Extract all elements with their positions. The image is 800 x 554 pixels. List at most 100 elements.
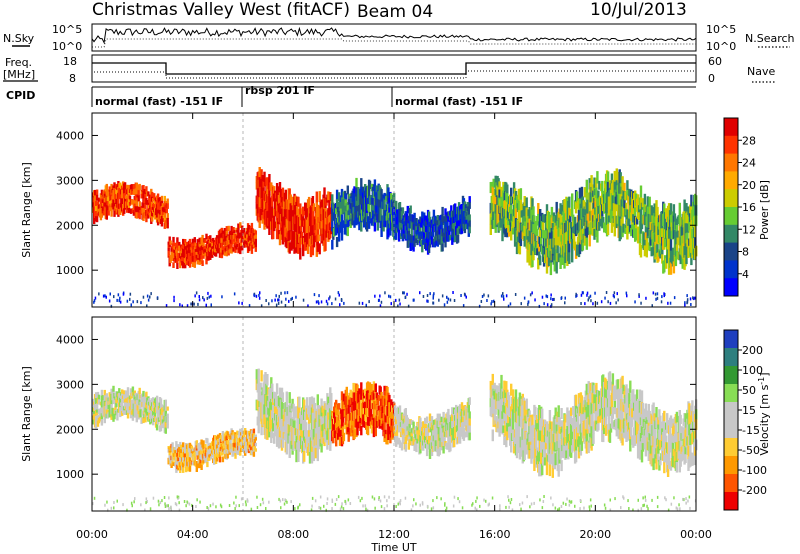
echo-cell [139, 405, 142, 410]
colorbar-segment [724, 224, 738, 243]
echo-cell [314, 447, 317, 459]
echo-cell [239, 222, 242, 228]
echo-cell [163, 212, 166, 219]
echo-cell [388, 402, 391, 411]
cpid-segment-3: normal (fast) -151 IF [395, 95, 523, 108]
echo-cell [598, 180, 601, 190]
echo-cell [374, 383, 377, 393]
ground-scatter-cell [110, 304, 113, 308]
ground-scatter-cell [285, 297, 287, 301]
echo-cell [303, 450, 306, 462]
echo-cell [255, 369, 258, 380]
echo-cell [95, 189, 99, 196]
echo-cell [155, 208, 159, 214]
echo-cell [442, 220, 445, 225]
echo-cell [402, 233, 406, 239]
echo-cell [97, 197, 101, 202]
echo-cell [258, 389, 261, 396]
echo-cell [295, 450, 298, 463]
echo-cell [301, 232, 304, 239]
echo-cell [207, 256, 210, 261]
echo-cell [258, 177, 261, 188]
echo-cell [133, 199, 136, 205]
echo-cell [291, 239, 294, 249]
echo-cell [105, 405, 108, 411]
ground-scatter-cell [582, 291, 584, 295]
echo-cell [377, 395, 380, 401]
echo-cell [142, 406, 145, 413]
echo-cell [245, 234, 249, 239]
echo-cell [356, 426, 359, 436]
ground-scatter-cell [589, 294, 592, 298]
echo-cell [164, 399, 167, 406]
echo-cell [667, 203, 671, 216]
echo-cell [138, 183, 141, 191]
echo-cell [108, 186, 111, 192]
echo-cell [438, 447, 441, 455]
echo-cell [425, 225, 428, 233]
echo-cell [500, 186, 503, 198]
echo-cell [218, 457, 222, 463]
echo-cell [462, 211, 466, 218]
echo-cell [191, 261, 195, 267]
echo-cell [107, 191, 110, 197]
echo-cell [126, 412, 130, 419]
echo-cell [239, 450, 242, 456]
echo-cell [330, 393, 333, 402]
echo-cell [435, 429, 438, 436]
echo-cell [657, 226, 660, 236]
echo-cell [145, 407, 148, 414]
echo-cell [648, 196, 651, 209]
echo-cell [273, 215, 276, 224]
echo-cell [185, 241, 189, 247]
echo-cell [672, 204, 676, 217]
echo-cell [399, 207, 403, 214]
echo-cell [130, 199, 134, 205]
echo-cell [347, 432, 350, 442]
echo-cell [173, 249, 176, 253]
echo-cell [258, 217, 261, 228]
echo-cell [382, 223, 385, 232]
echo-cell [673, 230, 677, 239]
echo-cell [325, 403, 328, 410]
echo-cell [409, 440, 412, 446]
echo-cell [614, 203, 617, 212]
ground-scatter-cell [186, 304, 189, 308]
echo-cell [195, 251, 198, 256]
echo-cell [506, 228, 509, 238]
echo-cell [231, 239, 234, 244]
echo-cell [518, 243, 522, 255]
echo-cell [108, 412, 111, 418]
noise-right-tick-bottom: 10^0 [706, 40, 736, 53]
echo-cell [634, 207, 637, 217]
echo-cell [459, 214, 463, 220]
echo-cell [293, 233, 296, 244]
echo-cell [421, 211, 424, 219]
echo-cell [282, 216, 286, 225]
echo-cell [659, 250, 662, 259]
echo-cell [346, 210, 349, 220]
echo-cell [643, 235, 647, 246]
echo-cell [602, 217, 605, 225]
echo-cell [273, 186, 276, 195]
echo-cell [360, 382, 363, 392]
echo-cell [331, 221, 334, 232]
echo-cell [362, 420, 365, 428]
echo-cell [370, 384, 374, 393]
ground-scatter-cell [580, 293, 583, 297]
echo-cell [250, 248, 254, 254]
velocity-echo-cells [92, 317, 698, 512]
echo-cell [198, 237, 201, 243]
echo-cell [318, 191, 321, 203]
ground-scatter-cell [241, 301, 243, 305]
echo-cell [138, 387, 141, 395]
echo-cell [155, 213, 159, 219]
echo-cell [170, 463, 173, 468]
echo-cell [454, 203, 457, 211]
echo-cell [519, 188, 523, 201]
echo-cell [251, 241, 255, 246]
echo-cell [335, 237, 339, 248]
echo-cell [291, 398, 294, 409]
echo-cell [424, 417, 427, 425]
echo-cell [113, 413, 116, 420]
